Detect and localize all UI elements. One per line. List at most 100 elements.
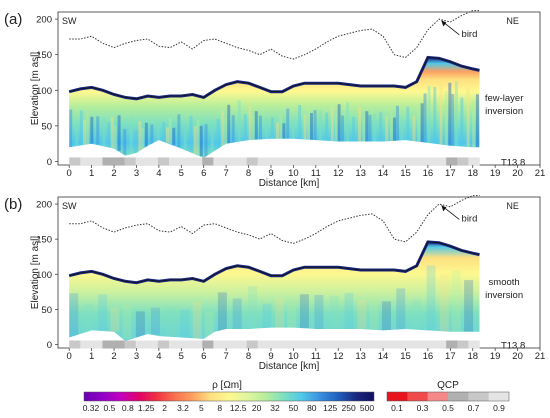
bird-arrowhead <box>441 205 447 212</box>
section-streak <box>439 273 449 332</box>
section-streak <box>224 116 228 145</box>
section-streak <box>217 292 227 332</box>
colorbar-qcp-tick-label: 0.1 <box>391 403 403 413</box>
qcp-strip-cell <box>157 157 170 166</box>
colorbar-rho-ticks: 0.32 0.5 0.8 1.25 2 3.2 5 8 12.5 20 32 50 80 125 250 50… <box>83 403 375 413</box>
section-streak <box>426 265 436 331</box>
section-streak <box>392 117 396 141</box>
section-streak <box>123 128 127 155</box>
section-streak <box>248 286 258 330</box>
section-streak <box>275 298 285 328</box>
qcp-strip-cell <box>435 340 447 349</box>
x-tick-label: 7 <box>223 351 228 362</box>
panel-label: (b) <box>4 196 22 213</box>
section-streak <box>204 124 208 158</box>
qcp-strip-cell <box>401 340 414 349</box>
x-axis-label: Distance [km] <box>259 361 320 372</box>
section-streak <box>193 126 197 154</box>
colorbar-rho-tick-label: 8 <box>217 403 222 413</box>
qcp-strip-cell <box>69 340 81 349</box>
section-streak <box>400 118 404 141</box>
section-streak <box>362 116 366 142</box>
x-tick-label: 7 <box>223 168 228 179</box>
section-streak <box>248 105 252 141</box>
qcp-strip-cell <box>213 340 225 349</box>
y-tick-label: 100 <box>36 270 52 281</box>
qcp-strip-cell <box>124 157 137 166</box>
section-streak <box>156 125 160 142</box>
x-tick-label: 9 <box>268 351 273 362</box>
panel-b: 0 1 2 3 4 5 6 7 8 9 10 11 12 13 14 15 16 17 18 19 20 21050100… <box>4 195 545 372</box>
qcp-strip-cell <box>69 157 81 166</box>
colorbar-qcp-cell <box>488 392 510 401</box>
y-tick-label: 150 <box>36 235 52 246</box>
section-streak <box>329 295 339 330</box>
x-axis-label: Distance [km] <box>259 178 320 189</box>
section-streak <box>406 106 410 141</box>
x-tick-label: 17 <box>445 351 456 362</box>
x-tick-label: 10 <box>288 168 299 179</box>
x-tick-label: 19 <box>490 168 501 179</box>
section-streak <box>196 119 200 155</box>
colorbar-rho-tick-label: 0.32 <box>83 403 100 413</box>
x-tick-label: 0 <box>67 168 72 179</box>
x-tick-label: 18 <box>467 168 478 179</box>
section-streak <box>358 107 362 142</box>
x-tick-label: 14 <box>378 351 389 362</box>
section-streak <box>117 115 121 151</box>
section-streak <box>460 97 464 147</box>
qcp-strip-cell <box>379 340 392 349</box>
qcp-strip-cell <box>313 340 325 349</box>
qcp-strip-cell <box>279 157 292 166</box>
colorbar-rho-tick-label: 1.25 <box>138 403 155 413</box>
colorbar-rho-tick-label: 0.8 <box>122 403 134 413</box>
qcp-strip-cell <box>80 157 92 166</box>
section-streak <box>199 125 203 157</box>
qcp-strip-cell <box>135 157 148 166</box>
section-streak <box>395 105 399 141</box>
section-streak <box>279 114 283 139</box>
section-streak <box>79 110 83 146</box>
section-streak <box>180 309 190 338</box>
corner-label-sw: SW <box>62 201 77 211</box>
colorbar-rho-tick-label: 12.5 <box>230 403 247 413</box>
qcp-strip-cell <box>169 157 181 166</box>
qcp-strip-cell <box>368 157 380 166</box>
section-streak <box>396 288 406 330</box>
qcp-strip-cell <box>191 340 203 349</box>
section-streak <box>243 114 247 141</box>
section-streak <box>183 127 187 150</box>
x-tick-label: 1 <box>89 351 94 362</box>
section-streak <box>150 124 154 145</box>
section-streak <box>451 93 455 146</box>
section-streak <box>122 305 132 339</box>
qcp-strip-cell <box>457 157 469 166</box>
x-tick-label: 18 <box>467 351 478 362</box>
x-tick-label: 16 <box>423 351 434 362</box>
x-tick-label: 10 <box>288 351 299 362</box>
colorbar-rho-tick-label: 5 <box>199 403 204 413</box>
section-streak <box>237 100 241 142</box>
qcp-strip-cell <box>279 340 292 349</box>
colorbar-rho-tick-label: 20 <box>252 403 262 413</box>
colorbar-rho-tick-label: 50 <box>289 403 299 413</box>
colorbar-qcp-tick-label: 0.3 <box>417 403 429 413</box>
section-streak <box>282 123 286 139</box>
section-streak <box>344 293 354 330</box>
qcp-strip-cell <box>346 157 358 166</box>
qcp-strip-cell <box>390 157 403 166</box>
bird-annotation: bird <box>462 214 478 225</box>
inversion-label-line2: inversion <box>485 106 523 117</box>
x-tick-label: 0 <box>67 351 72 362</box>
qcp-strip-cell <box>412 157 425 166</box>
qcp-strip-cell <box>302 340 314 349</box>
section-streak <box>411 299 421 330</box>
section-streak <box>107 122 111 148</box>
section-streak <box>439 83 443 145</box>
section-streak <box>365 111 369 142</box>
qcp-strip-cell <box>135 340 148 349</box>
qcp-strip-cell <box>102 157 114 166</box>
y-tick-label: 0 <box>47 157 52 168</box>
section-streak <box>98 294 108 331</box>
section-streak <box>451 270 461 332</box>
